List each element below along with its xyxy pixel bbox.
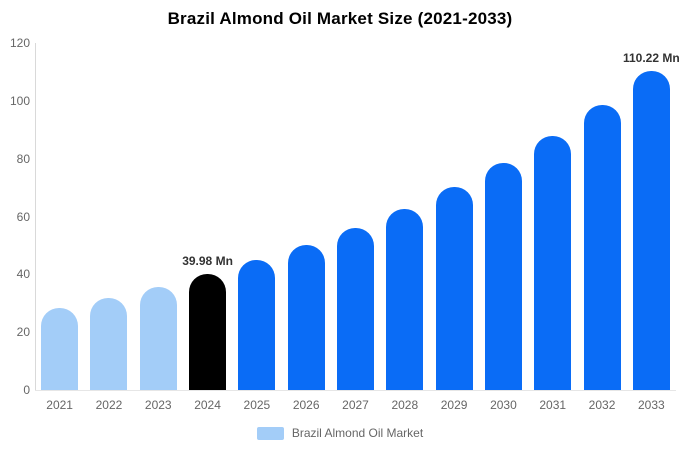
x-axis-label-2031: 2031 bbox=[539, 398, 567, 412]
bar-2032 bbox=[583, 105, 621, 390]
value-label-2033: 110.22 Mn bbox=[622, 51, 680, 66]
x-axis-label-2021: 2021 bbox=[46, 398, 73, 412]
x-axis-label-2025: 2025 bbox=[243, 398, 271, 412]
bar-2030 bbox=[484, 162, 522, 390]
y-axis-tick-label: 120 bbox=[9, 36, 30, 50]
bar-2026 bbox=[287, 245, 325, 390]
value-label-2024: 39.98 Mn bbox=[182, 254, 233, 269]
bar-2022 bbox=[90, 297, 128, 390]
bar-2027 bbox=[337, 227, 374, 390]
y-axis-tick-label: 100 bbox=[9, 93, 30, 108]
chart-title: Brazil Almond Oil Market Size (2021-2033… bbox=[167, 9, 513, 28]
bar-2028 bbox=[386, 208, 424, 390]
bar-2024 bbox=[189, 274, 227, 390]
x-axis-label-2030: 2030 bbox=[490, 398, 517, 412]
y-axis-tick-label: 60 bbox=[16, 209, 30, 224]
y-axis-tick-label: 80 bbox=[16, 151, 30, 166]
bar-2021 bbox=[41, 307, 79, 390]
bar-2025 bbox=[238, 260, 276, 390]
y-axis-tick-label: 20 bbox=[16, 325, 30, 340]
y-axis-tick-label: 0 bbox=[23, 383, 30, 397]
legend-swatch bbox=[256, 426, 284, 440]
x-axis-label-2028: 2028 bbox=[391, 398, 419, 412]
bar-2033 bbox=[632, 71, 670, 390]
x-axis-label-2029: 2029 bbox=[440, 398, 468, 412]
bar-2029 bbox=[435, 187, 473, 390]
x-axis-label-2024: 2024 bbox=[194, 398, 221, 412]
x-axis-label-2027: 2027 bbox=[342, 398, 369, 412]
legend-label: Brazil Almond Oil Market bbox=[291, 426, 424, 440]
bar-2031 bbox=[534, 135, 572, 390]
x-axis-label-2023: 2023 bbox=[144, 398, 172, 412]
legend-item-brazil-almond-oil-market[interactable]: Brazil Almond Oil Market bbox=[0, 426, 680, 440]
x-axis-label-2026: 2026 bbox=[292, 398, 320, 412]
y-axis-tick-label: 40 bbox=[16, 267, 30, 282]
bar-2023 bbox=[139, 286, 177, 390]
y-axis-line bbox=[35, 43, 36, 390]
x-axis-line bbox=[35, 390, 676, 391]
x-axis-label-2033: 2033 bbox=[637, 398, 665, 412]
x-axis-label-2032: 2032 bbox=[588, 398, 616, 412]
x-axis-label-2022: 2022 bbox=[95, 398, 123, 412]
